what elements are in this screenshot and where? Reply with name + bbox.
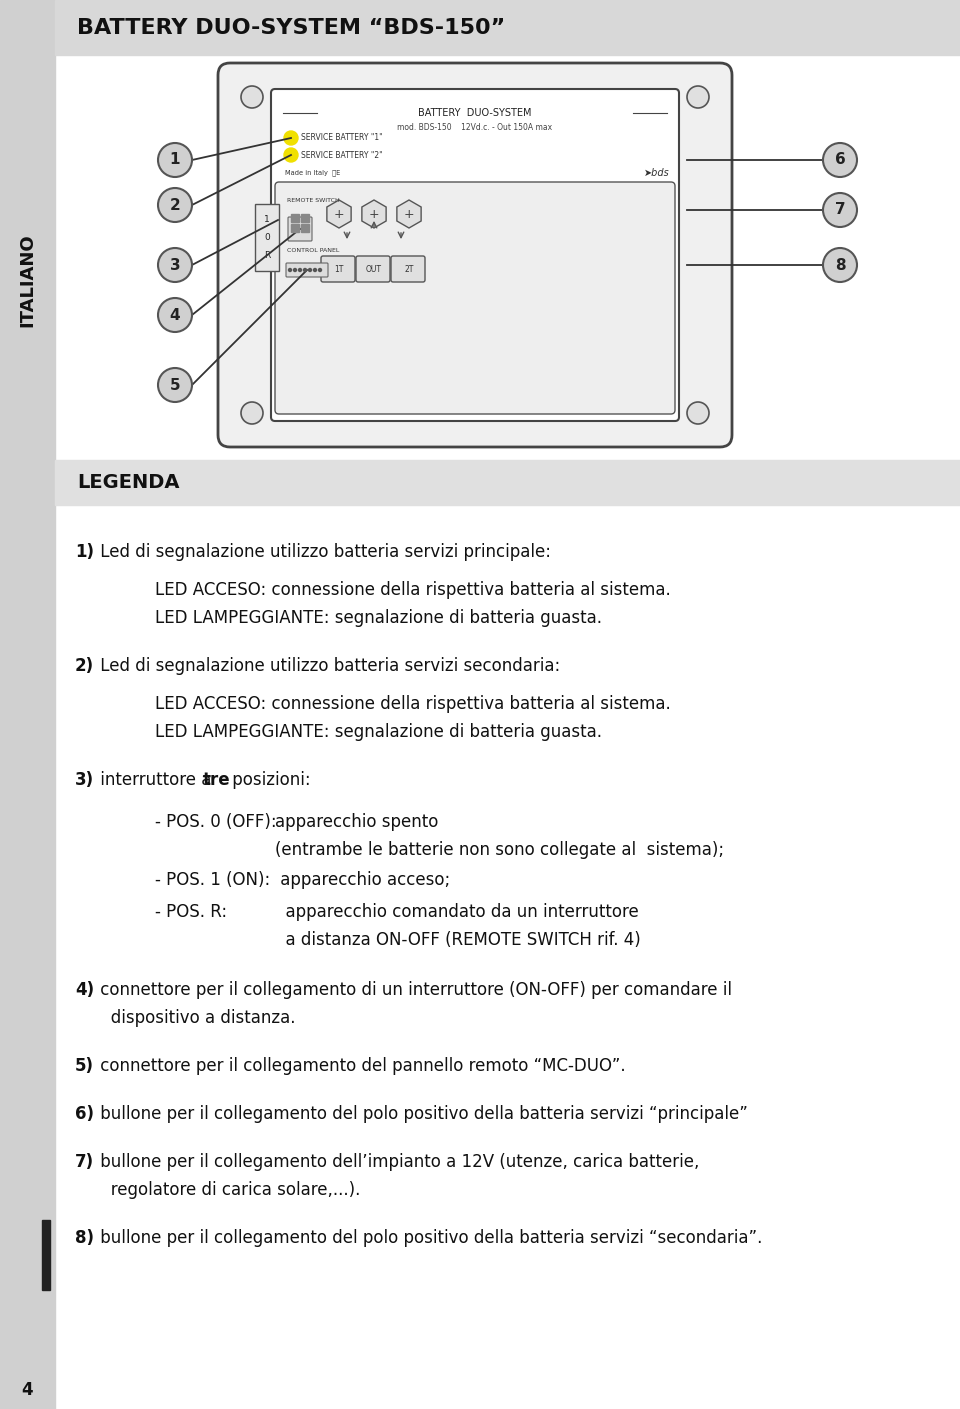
- Text: 4: 4: [170, 307, 180, 323]
- Circle shape: [158, 187, 192, 223]
- Circle shape: [314, 269, 317, 272]
- Text: +: +: [334, 207, 345, 220]
- Bar: [301, 224, 309, 232]
- Circle shape: [294, 269, 297, 272]
- FancyBboxPatch shape: [356, 256, 390, 282]
- Text: bullone per il collegamento dell’impianto a 12V (utenze, carica batterie,: bullone per il collegamento dell’impiant…: [95, 1153, 700, 1171]
- Circle shape: [687, 402, 709, 424]
- Text: 4: 4: [22, 1381, 34, 1399]
- Circle shape: [823, 142, 857, 178]
- Bar: [291, 214, 299, 223]
- Bar: [55, 0, 960, 55]
- Text: - POS. 0 (OFF):: - POS. 0 (OFF):: [155, 813, 276, 831]
- FancyBboxPatch shape: [288, 217, 312, 241]
- Text: LED ACCESO: connessione della rispettiva batteria al sistema.: LED ACCESO: connessione della rispettiva…: [155, 581, 671, 599]
- Text: tre: tre: [203, 771, 230, 789]
- Text: (entrambe le batterie non sono collegate al  sistema);: (entrambe le batterie non sono collegate…: [275, 841, 724, 859]
- Bar: [42, 1220, 50, 1291]
- Text: 6: 6: [834, 152, 846, 168]
- Circle shape: [823, 248, 857, 282]
- Text: 2: 2: [170, 197, 180, 213]
- Text: regolatore di carica solare,...).: regolatore di carica solare,...).: [95, 1181, 360, 1199]
- Text: 6): 6): [75, 1105, 94, 1123]
- Text: +: +: [404, 207, 415, 220]
- Text: apparecchio acceso;: apparecchio acceso;: [275, 871, 450, 889]
- Text: 5): 5): [75, 1057, 94, 1075]
- Text: LED LAMPEGGIANTE: segnalazione di batteria guasta.: LED LAMPEGGIANTE: segnalazione di batter…: [155, 723, 602, 741]
- Circle shape: [308, 269, 311, 272]
- Text: bullone per il collegamento del polo positivo della batteria servizi “secondaria: bullone per il collegamento del polo pos…: [95, 1229, 762, 1247]
- Text: SERVICE BATTERY "1": SERVICE BATTERY "1": [301, 134, 383, 142]
- Text: 2): 2): [75, 657, 94, 675]
- Text: - POS. 1 (ON):: - POS. 1 (ON):: [155, 871, 271, 889]
- Circle shape: [284, 131, 298, 145]
- Text: 1: 1: [264, 216, 270, 224]
- Bar: [301, 214, 309, 223]
- Text: BATTERY  DUO-SYSTEM: BATTERY DUO-SYSTEM: [419, 108, 532, 118]
- FancyBboxPatch shape: [271, 89, 679, 421]
- Text: LEGENDA: LEGENDA: [77, 473, 180, 492]
- Text: 7): 7): [75, 1153, 94, 1171]
- FancyBboxPatch shape: [321, 256, 355, 282]
- Circle shape: [241, 86, 263, 108]
- Text: R: R: [264, 251, 270, 261]
- Text: OUT: OUT: [366, 265, 382, 273]
- Circle shape: [158, 368, 192, 402]
- Circle shape: [303, 269, 306, 272]
- Text: 4): 4): [75, 981, 94, 999]
- Text: CONTROL PANEL: CONTROL PANEL: [287, 248, 340, 254]
- FancyBboxPatch shape: [275, 182, 675, 414]
- Text: apparecchio comandato da un interruttore: apparecchio comandato da un interruttore: [275, 903, 638, 921]
- Text: connettore per il collegamento del pannello remoto “MC-DUO”.: connettore per il collegamento del panne…: [95, 1057, 626, 1075]
- Text: apparecchio spento: apparecchio spento: [275, 813, 439, 831]
- FancyBboxPatch shape: [218, 63, 732, 447]
- Circle shape: [241, 402, 263, 424]
- Text: ITALIANO: ITALIANO: [18, 232, 36, 327]
- Text: a distanza ON-OFF (REMOTE SWITCH rif. 4): a distanza ON-OFF (REMOTE SWITCH rif. 4): [275, 931, 640, 950]
- Text: 3: 3: [170, 258, 180, 272]
- Text: 8): 8): [75, 1229, 94, 1247]
- Bar: [291, 224, 299, 232]
- Text: Made in Italy  ⒸΕ: Made in Italy ⒸΕ: [285, 169, 340, 176]
- Bar: [55, 459, 960, 504]
- Text: 1): 1): [75, 542, 94, 561]
- Text: 3): 3): [75, 771, 94, 789]
- Circle shape: [158, 142, 192, 178]
- Text: ➤bds: ➤bds: [644, 168, 670, 178]
- Text: 5: 5: [170, 378, 180, 393]
- Text: LED ACCESO: connessione della rispettiva batteria al sistema.: LED ACCESO: connessione della rispettiva…: [155, 695, 671, 713]
- Text: 7: 7: [834, 203, 846, 217]
- Text: Led di segnalazione utilizzo batteria servizi secondaria:: Led di segnalazione utilizzo batteria se…: [95, 657, 561, 675]
- Circle shape: [289, 269, 292, 272]
- Text: SERVICE BATTERY "2": SERVICE BATTERY "2": [301, 151, 383, 159]
- Circle shape: [319, 269, 322, 272]
- Text: connettore per il collegamento di un interruttore (ON-OFF) per comandare il: connettore per il collegamento di un int…: [95, 981, 732, 999]
- Text: REMOTE SWITCH: REMOTE SWITCH: [287, 197, 340, 203]
- Circle shape: [299, 269, 301, 272]
- Text: 8: 8: [834, 258, 846, 272]
- Text: Led di segnalazione utilizzo batteria servizi principale:: Led di segnalazione utilizzo batteria se…: [95, 542, 551, 561]
- Text: BATTERY DUO-SYSTEM “BDS-150”: BATTERY DUO-SYSTEM “BDS-150”: [77, 17, 505, 38]
- Circle shape: [687, 86, 709, 108]
- Text: 2T: 2T: [404, 265, 414, 273]
- Text: +: +: [369, 207, 379, 220]
- Text: mod. BDS-150    12Vd.c. - Out 150A max: mod. BDS-150 12Vd.c. - Out 150A max: [397, 123, 553, 131]
- Text: posizioni:: posizioni:: [227, 771, 311, 789]
- Bar: [0, 0, 55, 1409]
- Text: 1: 1: [170, 152, 180, 168]
- Circle shape: [158, 297, 192, 333]
- Text: 1T: 1T: [334, 265, 344, 273]
- FancyBboxPatch shape: [391, 256, 425, 282]
- Circle shape: [158, 248, 192, 282]
- Text: bullone per il collegamento del polo positivo della batteria servizi “principale: bullone per il collegamento del polo pos…: [95, 1105, 748, 1123]
- Text: interruttore a: interruttore a: [95, 771, 217, 789]
- Text: 0: 0: [264, 234, 270, 242]
- Text: dispositivo a distanza.: dispositivo a distanza.: [95, 1009, 296, 1027]
- Circle shape: [823, 193, 857, 227]
- Text: - POS. R:: - POS. R:: [155, 903, 228, 921]
- FancyBboxPatch shape: [255, 204, 279, 271]
- FancyBboxPatch shape: [286, 263, 328, 278]
- Circle shape: [284, 148, 298, 162]
- Text: LED LAMPEGGIANTE: segnalazione di batteria guasta.: LED LAMPEGGIANTE: segnalazione di batter…: [155, 609, 602, 627]
